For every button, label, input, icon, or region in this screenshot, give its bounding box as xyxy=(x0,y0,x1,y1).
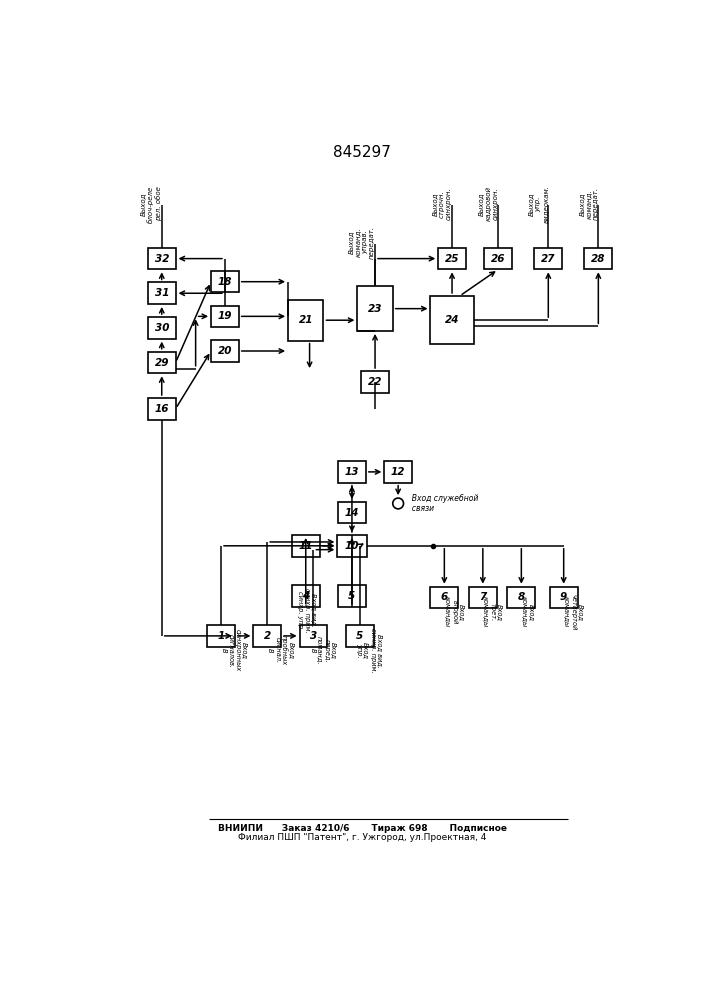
Text: 27: 27 xyxy=(541,254,556,264)
Text: Выход
блоч-реле
рел. обое: Выход блоч-реле рел. обое xyxy=(140,185,162,223)
Bar xyxy=(534,248,562,269)
Text: 20: 20 xyxy=(218,346,232,356)
Bar xyxy=(508,587,535,608)
Bar xyxy=(357,286,393,331)
Text: 8: 8 xyxy=(518,592,525,602)
Text: Вход служебной
  связи: Вход служебной связи xyxy=(407,494,479,513)
Text: 19: 19 xyxy=(218,311,232,321)
Bar xyxy=(253,625,281,647)
Text: 12: 12 xyxy=(391,467,405,477)
Text: 6: 6 xyxy=(440,592,448,602)
Bar xyxy=(300,625,327,647)
Bar xyxy=(148,282,175,304)
Bar xyxy=(484,248,512,269)
Bar xyxy=(211,271,239,292)
Bar xyxy=(338,461,366,483)
Text: 14: 14 xyxy=(345,508,359,518)
Text: 10: 10 xyxy=(345,541,359,551)
Bar xyxy=(148,398,175,420)
Text: Вход вид.
синхр. прим.
синхр. упр.: Вход вид. синхр. прим. синхр. упр. xyxy=(296,588,317,633)
Text: 18: 18 xyxy=(218,277,232,287)
Text: Вход
команды: Вход команды xyxy=(521,596,534,628)
Text: 16: 16 xyxy=(155,404,169,414)
Text: 25: 25 xyxy=(445,254,460,264)
Text: Вход вид.
синхр. прим.
Вход
упр.: Вход вид. синхр. прим. Вход упр. xyxy=(356,628,382,673)
Bar xyxy=(338,502,366,523)
Bar xyxy=(361,371,389,393)
Text: Филиал ПШП "Патент", г. Ужгород, ул.Проектная, 4: Филиал ПШП "Патент", г. Ужгород, ул.Прое… xyxy=(238,833,486,842)
Text: 29: 29 xyxy=(155,358,169,368)
Text: 4: 4 xyxy=(302,591,310,601)
Text: 32: 32 xyxy=(155,254,169,264)
Bar xyxy=(337,535,366,557)
Bar xyxy=(148,352,175,373)
Text: 21: 21 xyxy=(298,315,313,325)
Bar xyxy=(148,317,175,339)
Text: Выход
кадровой
синхрон.: Выход кадровой синхрон. xyxy=(478,186,498,221)
Text: 24: 24 xyxy=(445,315,460,325)
Bar xyxy=(338,585,366,607)
Text: 13: 13 xyxy=(345,467,359,477)
Text: Вход
второй
команды: Вход второй команды xyxy=(444,596,464,628)
Bar xyxy=(585,248,612,269)
Text: Вход
трет.
команды: Вход трет. команды xyxy=(483,596,503,628)
Text: 5: 5 xyxy=(356,631,363,641)
Bar xyxy=(148,248,175,269)
Text: 11: 11 xyxy=(298,541,313,551)
Text: 23: 23 xyxy=(368,304,382,314)
Text: Вход
перед.
поманд.
В: Вход перед. поманд. В xyxy=(310,636,337,665)
Bar xyxy=(211,340,239,362)
Bar xyxy=(292,535,320,557)
Text: 845297: 845297 xyxy=(334,145,391,160)
Bar xyxy=(469,587,497,608)
Bar xyxy=(211,306,239,327)
Text: Вход
пробных
сигнал.
В: Вход пробных сигнал. В xyxy=(267,635,296,666)
Text: Выход
команд.
управ.
передат.: Выход команд. управ. передат. xyxy=(348,226,375,259)
Text: Вход
синхронных
сигналов.
В: Вход синхронных сигналов. В xyxy=(221,629,248,672)
Text: 1: 1 xyxy=(218,631,225,641)
Text: 22: 22 xyxy=(368,377,382,387)
Text: 9: 9 xyxy=(560,592,567,602)
Bar xyxy=(431,296,474,344)
Text: 30: 30 xyxy=(155,323,169,333)
Text: ВНИИПИ      Заказ 4210/6       Тираж 698       Подписное: ВНИИПИ Заказ 4210/6 Тираж 698 Подписное xyxy=(218,824,507,833)
Bar xyxy=(438,248,466,269)
Bar xyxy=(385,461,412,483)
Bar xyxy=(431,587,458,608)
Text: Выход
упр.
видеокам.: Выход упр. видеокам. xyxy=(528,185,549,223)
Text: 3: 3 xyxy=(310,631,317,641)
Bar xyxy=(288,300,324,341)
Text: Выход
строчн.
синхрон.: Выход строчн. синхрон. xyxy=(432,188,452,220)
Bar xyxy=(292,585,320,607)
Text: 26: 26 xyxy=(491,254,506,264)
Text: 5: 5 xyxy=(349,591,356,601)
Text: Выход
команд.
передат.: Выход команд. передат. xyxy=(578,187,598,220)
Text: 7: 7 xyxy=(479,592,486,602)
Text: Вход
четвертой
команды: Вход четвертой команды xyxy=(563,594,584,630)
Text: 28: 28 xyxy=(591,254,606,264)
Bar xyxy=(207,625,235,647)
Text: 31: 31 xyxy=(155,288,169,298)
Bar xyxy=(550,587,578,608)
Text: 2: 2 xyxy=(264,631,271,641)
Bar xyxy=(346,625,373,647)
